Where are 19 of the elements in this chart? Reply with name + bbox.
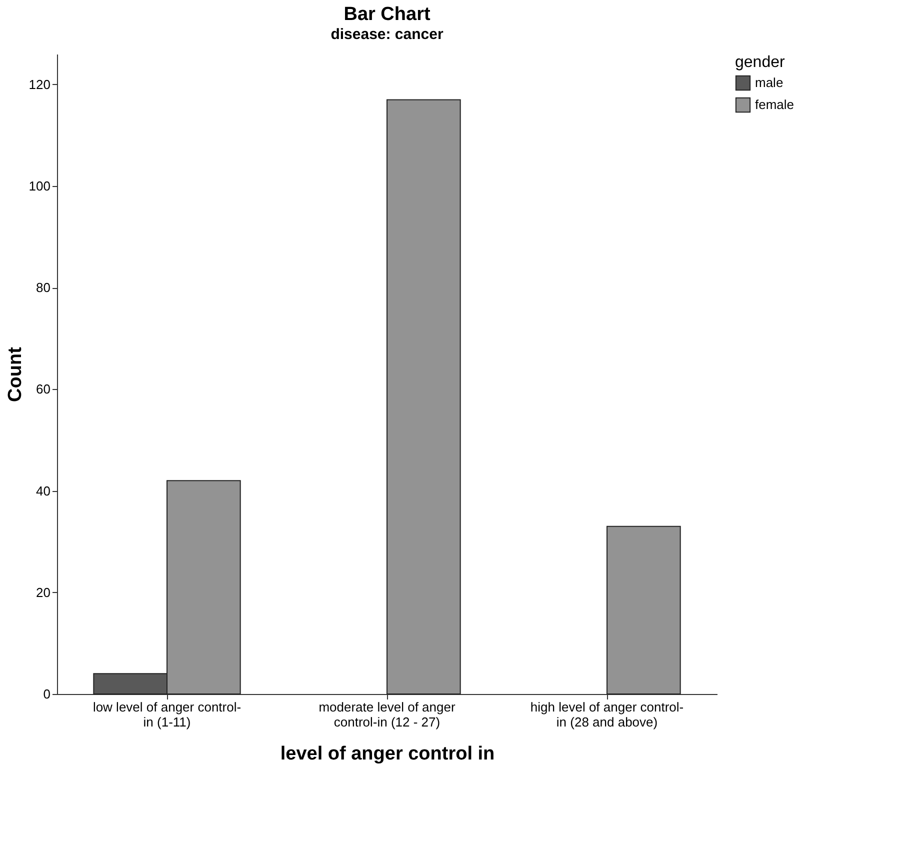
y-tick-label: 80 xyxy=(36,280,50,296)
y-tick-label: 100 xyxy=(28,178,50,194)
legend-label: female xyxy=(755,97,794,112)
y-tick-label: 40 xyxy=(36,483,50,498)
y-tick-label: 120 xyxy=(28,76,50,92)
x-tick-label: moderate level of anger control-in (12 - 27) xyxy=(318,700,456,730)
y-tick-label: 20 xyxy=(36,584,50,600)
bar xyxy=(386,99,461,694)
x-axis-title: level of anger control in xyxy=(280,744,495,764)
x-tick-label: high level of anger control-in (28 and above) xyxy=(530,700,684,730)
legend-title: gender xyxy=(735,54,786,71)
x-tick-label: low level of anger control-in (1-11) xyxy=(92,700,242,730)
y-axis-title: Count xyxy=(4,346,26,402)
bar xyxy=(606,526,681,694)
chart-subtitle: disease: cancer xyxy=(330,26,444,43)
chart-title: Bar Chart xyxy=(344,4,431,25)
y-tick-label: 0 xyxy=(43,686,50,702)
legend-label: male xyxy=(755,75,784,90)
y-tick-label: 60 xyxy=(36,382,50,397)
